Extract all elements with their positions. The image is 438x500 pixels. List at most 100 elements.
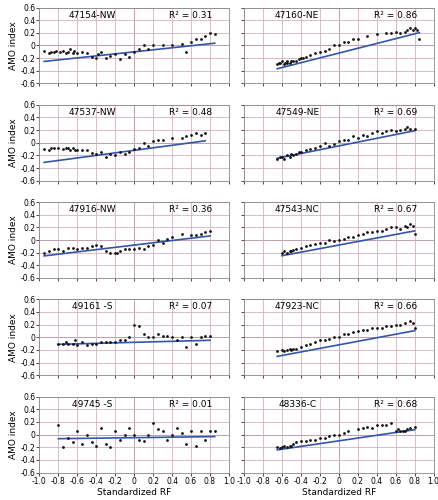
Text: R² = 0.01: R² = 0.01	[170, 400, 213, 408]
Point	[197, 35, 204, 43]
Point	[397, 224, 404, 232]
Point	[98, 338, 105, 346]
Point	[41, 145, 48, 153]
Point	[206, 226, 213, 234]
Point	[411, 24, 418, 32]
Point	[64, 144, 71, 152]
Text: R² = 0.67: R² = 0.67	[374, 205, 417, 214]
Point	[283, 152, 290, 160]
Point	[279, 58, 286, 66]
Point	[383, 128, 390, 136]
Point	[112, 248, 119, 256]
Point	[117, 56, 124, 64]
Point	[72, 336, 79, 344]
Point	[173, 424, 180, 432]
Point	[364, 32, 371, 40]
Point	[302, 341, 309, 349]
Point	[321, 238, 328, 246]
Point	[359, 230, 366, 237]
Point	[403, 426, 410, 434]
Point	[74, 428, 81, 436]
Point	[402, 222, 409, 230]
Point	[126, 334, 133, 342]
Point	[279, 248, 286, 256]
Point	[277, 152, 284, 160]
Point	[164, 436, 171, 444]
Point	[131, 145, 138, 153]
Point	[78, 146, 85, 154]
Point	[74, 49, 81, 57]
Point	[187, 38, 194, 46]
Point	[288, 442, 295, 450]
Point	[383, 322, 390, 330]
Point	[206, 428, 213, 436]
Point	[55, 421, 62, 429]
Point	[202, 332, 209, 340]
Text: 47543-NC: 47543-NC	[275, 205, 320, 214]
Point	[192, 340, 199, 347]
Text: R² = 0.86: R² = 0.86	[374, 10, 417, 20]
Point	[276, 59, 283, 67]
Point	[340, 330, 347, 338]
Point	[64, 48, 71, 56]
Point	[312, 49, 319, 57]
Text: 47154-NW: 47154-NW	[69, 10, 116, 20]
Point	[150, 138, 157, 145]
Point	[288, 248, 295, 256]
Point	[187, 231, 194, 239]
Point	[312, 144, 319, 152]
Point	[283, 58, 290, 66]
Point	[64, 244, 71, 252]
Point	[145, 242, 152, 250]
Point	[392, 28, 399, 36]
Point	[95, 50, 102, 58]
Point	[183, 343, 190, 351]
Point	[345, 330, 352, 338]
Point	[192, 35, 199, 43]
Point	[211, 30, 218, 38]
Point	[336, 236, 343, 244]
Point	[299, 54, 306, 62]
Point	[192, 231, 199, 239]
Point	[88, 438, 95, 446]
Point	[411, 423, 418, 431]
Point	[397, 320, 404, 328]
Point	[326, 44, 333, 52]
Point	[78, 338, 85, 346]
Text: 47537-NW: 47537-NW	[69, 108, 116, 117]
Point	[368, 228, 375, 236]
Point	[60, 248, 67, 256]
Point	[102, 152, 109, 160]
Point	[321, 46, 328, 54]
Point	[69, 438, 76, 446]
Point	[55, 144, 62, 152]
Point	[274, 443, 281, 451]
Point	[373, 128, 380, 136]
Point	[402, 28, 409, 36]
Point	[69, 144, 76, 152]
Point	[131, 48, 138, 56]
Point	[297, 148, 304, 156]
Point	[47, 48, 54, 56]
Point	[98, 48, 105, 56]
Point	[321, 434, 328, 442]
Point	[283, 346, 290, 354]
Point	[388, 322, 395, 330]
Point	[88, 53, 95, 61]
Point	[102, 338, 109, 346]
Point	[316, 48, 323, 56]
Point	[154, 136, 161, 143]
Point	[297, 437, 304, 445]
Point	[368, 324, 375, 332]
Point	[392, 320, 399, 328]
Point	[290, 246, 297, 254]
Point	[88, 340, 95, 347]
Point	[140, 138, 147, 146]
Point	[286, 248, 293, 256]
Point	[331, 238, 338, 246]
Point	[107, 443, 114, 451]
Point	[145, 142, 152, 150]
Point	[307, 51, 314, 59]
Point	[321, 336, 328, 344]
Point	[316, 142, 323, 150]
